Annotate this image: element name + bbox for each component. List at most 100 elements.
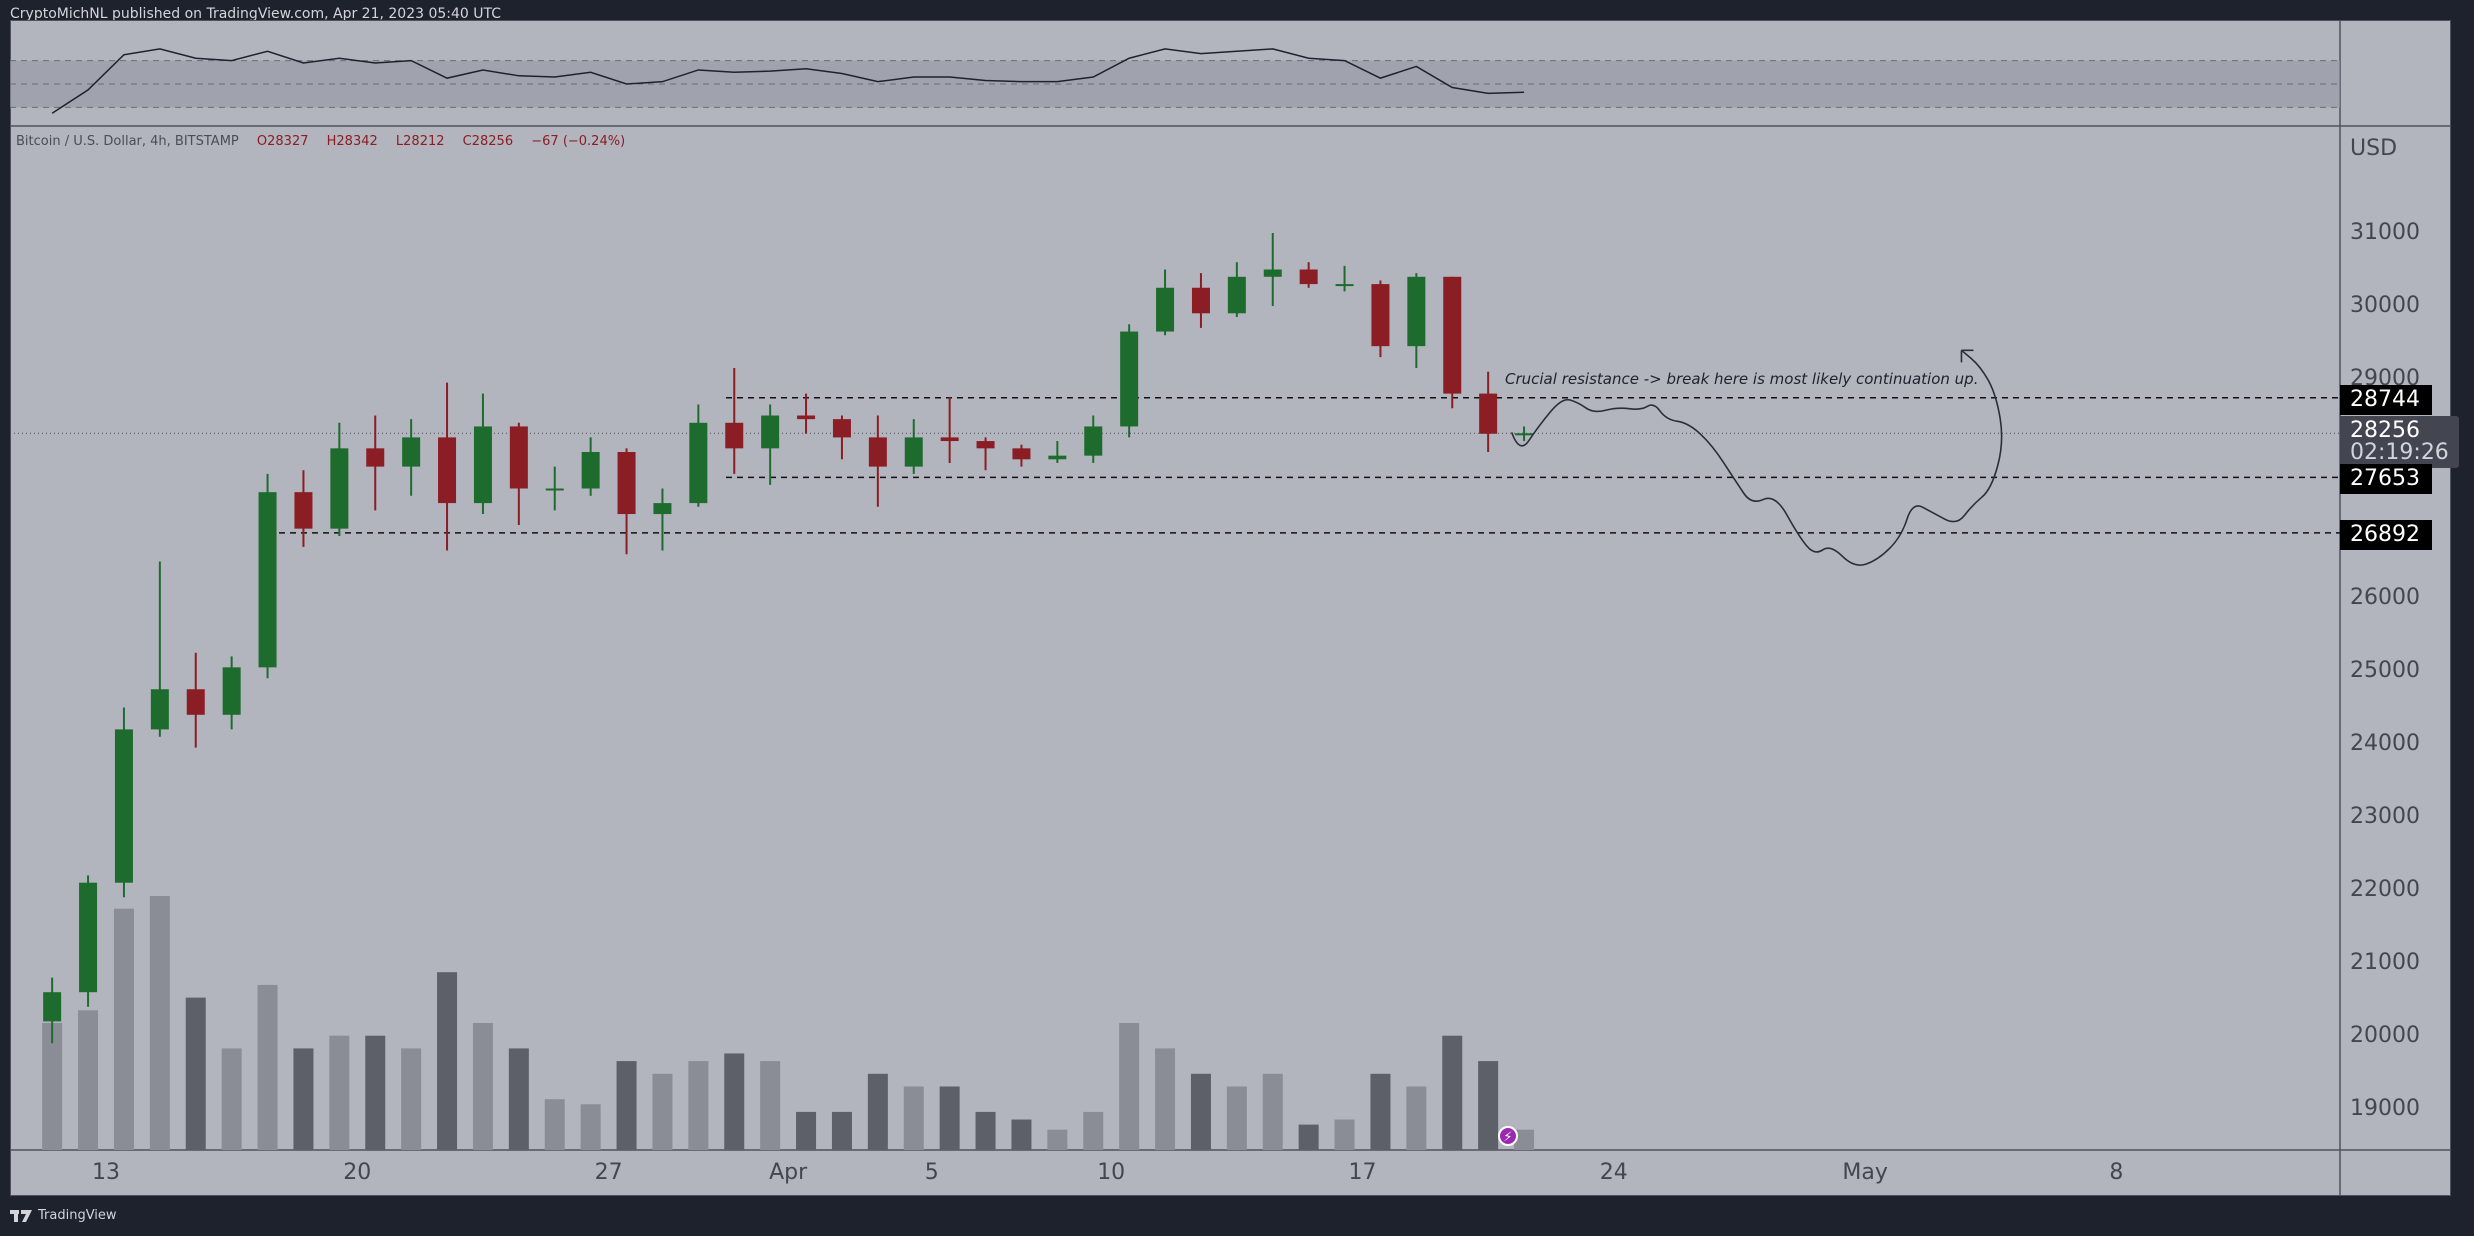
volume-bar (652, 1073, 673, 1150)
time-tick-label: 24 (1599, 1160, 1628, 1185)
price-tick-label: 22000 (2350, 877, 2420, 902)
candle-body (976, 441, 995, 449)
candle-body (581, 452, 600, 489)
volume-bar (42, 1023, 63, 1150)
volume-bar (149, 896, 170, 1150)
time-tick-label: 5 (924, 1160, 939, 1185)
rsi-line (51, 48, 1525, 114)
legend-low: L28212 (395, 134, 445, 149)
volume-bar (401, 1048, 422, 1150)
candle-body (1371, 284, 1390, 347)
volume-bar (724, 1053, 745, 1150)
volume-bar (616, 1061, 637, 1150)
time-tick-label: Apr (769, 1160, 808, 1185)
time-tick-label: 20 (343, 1160, 372, 1185)
candle-body (689, 422, 708, 504)
volume-bar (1226, 1086, 1247, 1150)
volume-bar (365, 1035, 386, 1150)
volume-bar (257, 984, 278, 1150)
volume-bar (113, 908, 134, 1150)
footer-brand: TradingView (38, 1208, 117, 1223)
volume-bar (1262, 1073, 1283, 1150)
projection-path-drawing (1510, 349, 2003, 566)
lightning-icon[interactable]: ⚡ (1498, 1126, 1518, 1146)
volume-bar (939, 1086, 960, 1150)
price-tick-label: 20000 (2350, 1023, 2420, 1048)
legend-high: H28342 (326, 134, 378, 149)
candle-body (43, 992, 62, 1022)
volume-bar (580, 1104, 601, 1150)
volume-bar (831, 1111, 852, 1150)
candle-body (1515, 433, 1534, 436)
candle-body (402, 437, 421, 467)
candle-body (222, 667, 241, 715)
volume-bar (78, 1010, 99, 1150)
candle-body (1156, 287, 1175, 332)
annotation-text[interactable]: Crucial resistance -> break here is most… (1505, 370, 1979, 388)
time-tick-label: 10 (1097, 1160, 1126, 1185)
candle-body (545, 488, 564, 491)
volume-bar (1514, 1129, 1535, 1150)
candle-body (761, 415, 780, 449)
volume-bar (1155, 1048, 1176, 1150)
legend-close: C28256 (462, 134, 514, 149)
candle-body (1227, 276, 1246, 314)
volume-bar (1047, 1129, 1068, 1150)
volume-bar (185, 997, 206, 1150)
volume-bar (508, 1048, 529, 1150)
candle-body (186, 689, 205, 715)
volume-bar (1298, 1124, 1319, 1150)
price-tick-label: 25000 (2350, 658, 2420, 683)
candle-body (832, 419, 851, 438)
candle-body (1120, 331, 1139, 427)
symbol-name: Bitcoin / U.S. Dollar, 4h, BITSTAMP (16, 134, 239, 149)
volume-bar (221, 1048, 242, 1150)
volume-bar (1406, 1086, 1427, 1150)
price-tick-label: 24000 (2350, 731, 2420, 756)
level-tag-28744: 28744 (2340, 385, 2432, 415)
volume-bar (329, 1035, 350, 1150)
level-tag-26892: 26892 (2340, 520, 2432, 550)
chart-frame[interactable] (10, 20, 2451, 1196)
footer: TradingView (10, 1208, 117, 1223)
volume-bar (760, 1061, 781, 1150)
volume-bar (796, 1111, 817, 1150)
candle-body (797, 415, 816, 420)
price-tick-label: 23000 (2350, 804, 2420, 829)
current-price: 28256 (2350, 418, 2420, 443)
candle-body (868, 437, 887, 467)
volume-bar (1442, 1035, 1463, 1150)
volume-bar (1083, 1111, 1104, 1150)
candle-body (1263, 269, 1282, 277)
level-tag-27653: 27653 (2340, 464, 2432, 494)
candle-body (1084, 426, 1103, 456)
candle-countdown: 02:19:26 (2350, 440, 2449, 465)
price-tick-label: 19000 (2350, 1096, 2420, 1121)
currency-label[interactable]: USD (2350, 136, 2398, 161)
candle-body (509, 426, 528, 489)
volume-bar (437, 972, 458, 1150)
candle-body (1048, 455, 1067, 460)
time-tick-label: 8 (2109, 1160, 2124, 1185)
publish-header: CryptoMichNL published on TradingView.co… (10, 6, 502, 22)
candle-body (294, 492, 313, 529)
candle-body (150, 689, 169, 730)
current-price-tag: 28256 02:19:26 (2340, 416, 2459, 468)
symbol-legend: Bitcoin / U.S. Dollar, 4h, BITSTAMP O283… (16, 134, 625, 149)
volume-bar (1478, 1061, 1499, 1150)
candle-body (904, 437, 923, 467)
volume-bar (1190, 1073, 1211, 1150)
volume-bar (1334, 1119, 1355, 1150)
volume-bar (544, 1099, 565, 1150)
volume-bar (975, 1111, 996, 1150)
volume-bar (1370, 1073, 1391, 1150)
candle-body (438, 437, 457, 504)
candle-body (725, 422, 744, 449)
volume-bar (903, 1086, 924, 1150)
price-tick-label: 30000 (2350, 293, 2420, 318)
price-tick-label: 26000 (2350, 585, 2420, 610)
candle-body (617, 452, 636, 515)
candle-body (1443, 276, 1462, 394)
arrowhead-icon (1960, 349, 1974, 363)
